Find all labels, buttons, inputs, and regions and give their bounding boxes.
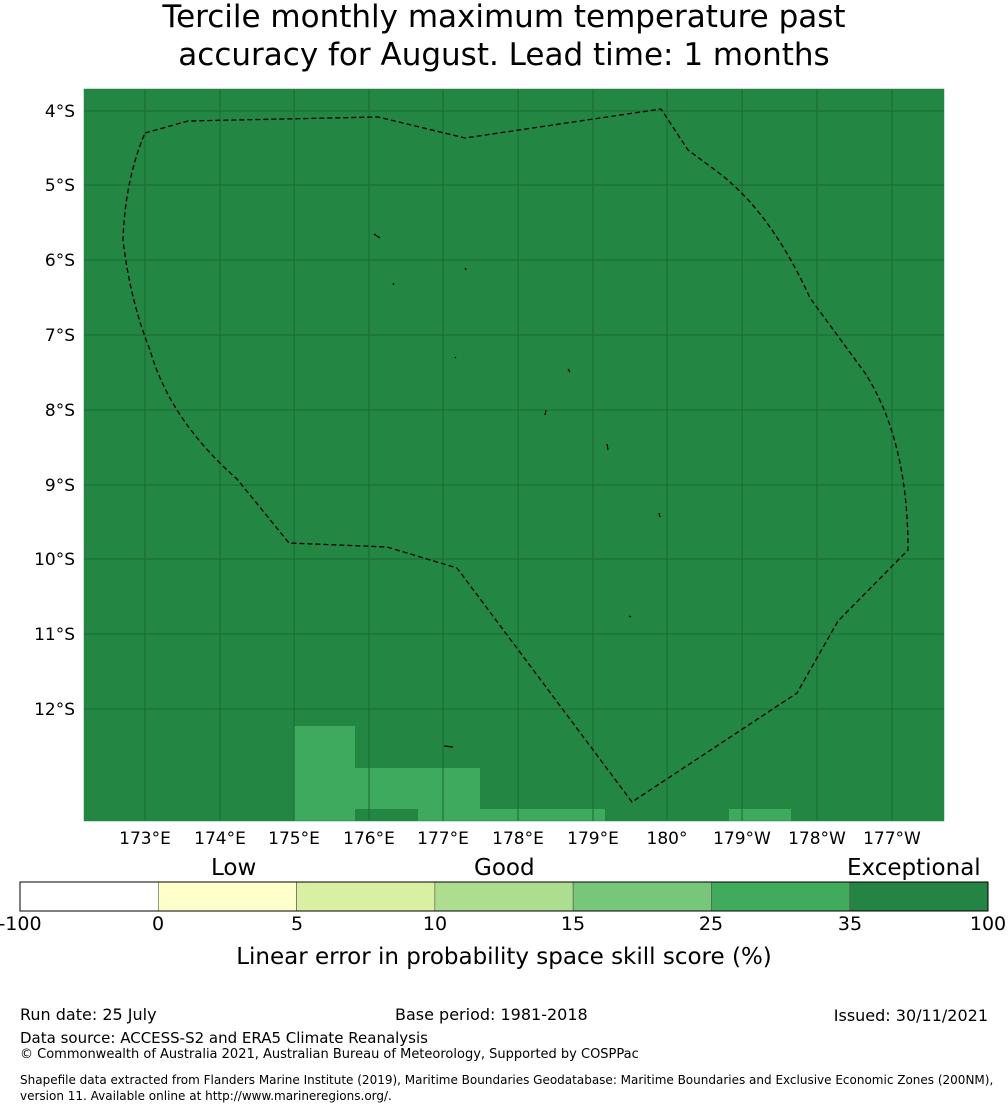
skill-patch [355,768,480,809]
colorbar-tick: 100 [969,913,1007,935]
colorbar-category-exceptional: Exceptional [847,855,981,881]
colorbar-tick: 15 [560,913,586,935]
lon-label: 179°W [713,829,771,849]
eez-boundary [122,108,909,803]
issued-date: Issued: 30/11/2021 [833,1006,988,1025]
colorbar-swatch [157,881,297,912]
colorbar-tick: 5 [290,913,304,935]
lat-label: 4°S [45,102,75,122]
lat-label: 10°S [34,550,75,570]
lat-label: 8°S [45,401,75,421]
skill-patch [294,726,355,821]
colorbar-swatch [572,881,712,912]
map-title: Tercile monthly maximum temperature past… [0,0,1008,74]
colorbar-swatch [849,881,989,912]
island [544,409,547,416]
lon-label: 178°E [492,829,544,849]
lon-label: 176°E [343,829,395,849]
colorbar-swatches [19,881,989,912]
islands [373,233,661,748]
lat-label: 9°S [45,476,75,496]
title-line-1: Tercile monthly maximum temperature past [162,0,846,35]
island [392,282,395,286]
island [567,368,571,373]
shapefile-credit: Shapefile data extracted from Flanders M… [20,1073,994,1103]
title-line-2: accuracy for August. Lead time: 1 months [178,37,830,73]
colorbar-tick: 25 [698,913,724,935]
colorbar-swatch [434,881,574,912]
data-source: Data source: ACCESS-S2 and ERA5 Climate … [20,1029,428,1047]
colorbar-swatch [711,881,851,912]
lon-label: 175°E [268,829,320,849]
lat-label: 12°S [34,700,75,720]
lat-label: 7°S [45,326,75,346]
latitude-labels: 4°S 5°S 6°S 7°S 8°S 9°S 10°S 11°S 12°S [34,102,75,720]
skill-patch [729,809,791,821]
colorbar-category-low: Low [211,855,257,881]
skill-patch [480,809,605,821]
island [373,233,381,239]
island [606,443,609,451]
colorbar-swatch [296,881,436,912]
base-period: Base period: 1981-2018 [395,1005,588,1024]
island [658,512,661,518]
lon-label: 173°E [119,829,171,849]
island [443,745,454,748]
island [464,267,467,271]
lat-label: 5°S [45,176,75,196]
lon-label: 177°E [417,829,469,849]
lat-label: 11°S [34,625,75,645]
map-background [84,89,944,821]
lon-label: 179°E [567,829,619,849]
copyright: © Commonwealth of Australia 2021, Austra… [20,1047,639,1062]
longitude-labels: 173°E 174°E 175°E 176°E 177°E 178°E 179°… [119,829,921,849]
colorbar-label: Linear error in probability space skill … [236,944,772,970]
run-date: Run date: 25 July [20,1005,157,1024]
colorbar-tick: -100 [0,913,42,935]
skill-patch [418,809,480,821]
island [628,615,632,618]
colorbar-swatch [19,881,159,912]
island [454,356,457,359]
lon-label: 180° [647,829,688,849]
colorbar [19,881,989,912]
lat-label: 6°S [45,251,75,271]
lon-label: 174°E [194,829,246,849]
colorbar-category-good: Good [474,855,535,881]
colorbar-tick: 10 [422,913,448,935]
skill-map: 4°S 5°S 6°S 7°S 8°S 9°S 10°S 11°S 12°S 1… [34,88,945,849]
gridlines [84,89,944,821]
skill-patches [294,726,791,821]
lon-label: 178°W [788,829,846,849]
colorbar-tick: 0 [151,913,165,935]
lon-label: 177°W [863,829,921,849]
colorbar-tick: 35 [837,913,863,935]
